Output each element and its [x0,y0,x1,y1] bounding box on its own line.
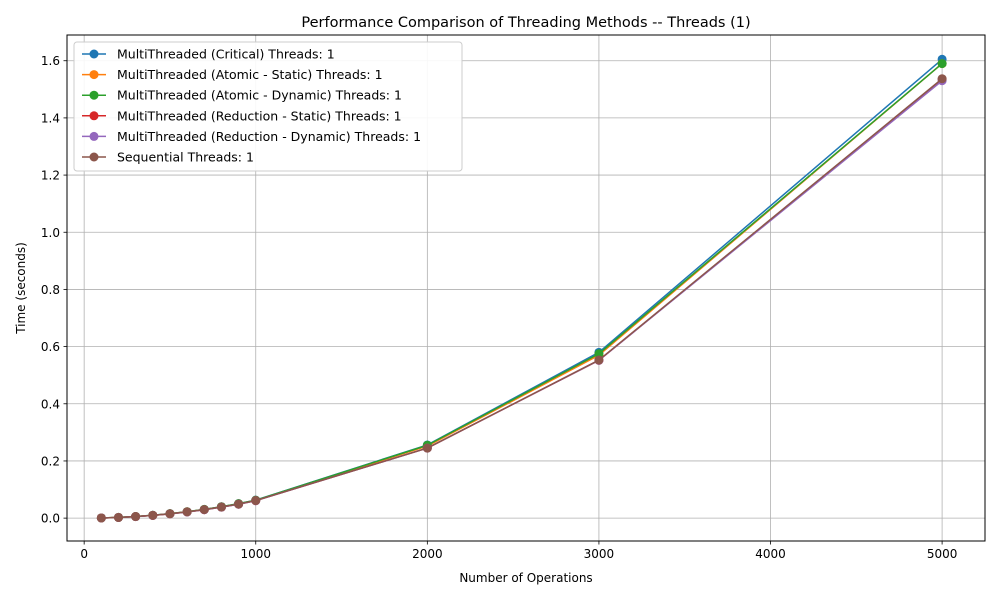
legend-marker [89,90,99,100]
y-tick-label: 1.2 [41,169,60,183]
x-tick-label: 5000 [927,547,958,561]
data-point [251,496,261,506]
data-point [234,499,244,509]
chart-title: Performance Comparison of Threading Meth… [301,15,750,31]
y-axis: 0.0 0.2 0.4 0.6 0.8 1.0 1.2 1.4 1.6 [41,54,67,526]
legend: MultiThreaded (Critical) Threads: 1 Multi… [73,41,463,172]
legend-item-3: MultiThreaded (Atomic - Dynamic) Threads… [82,88,402,103]
legend-marker [89,49,99,59]
x-tick-label: 4000 [755,547,786,561]
data-point [937,74,947,84]
legend-item-2: MultiThreaded (Atomic - Static) Threads:… [82,67,383,82]
legend-label: MultiThreaded (Atomic - Dynamic) Threads… [117,88,402,103]
x-tick-label: 1000 [240,547,271,561]
series-layer [96,54,947,523]
data-point [937,59,947,69]
legend-item-5: MultiThreaded (Reduction - Dynamic) Thre… [82,129,421,144]
legend-marker [89,70,99,80]
legend-item-6: Sequential Threads: 1 [82,150,254,165]
data-point [594,349,604,359]
legend-item-1: MultiThreaded (Critical) Threads: 1 [82,47,335,62]
legend-marker [89,111,99,121]
legend-marker [89,152,99,162]
legend-label: MultiThreaded (Reduction - Dynamic) Thre… [117,129,421,144]
legend-label: MultiThreaded (Atomic - Static) Threads:… [117,67,383,82]
data-point [422,443,432,453]
y-tick-label: 1.0 [41,226,60,240]
x-tick-label: 3000 [584,547,615,561]
data-point [165,509,175,519]
legend-label: MultiThreaded (Critical) Threads: 1 [117,47,335,62]
y-axis-label: Time (seconds) [14,242,28,335]
y-tick-label: 1.4 [41,111,60,125]
y-tick-label: 0.4 [41,397,60,411]
data-point [199,505,209,515]
legend-marker [89,131,99,141]
data-point [594,355,604,365]
data-point [216,502,226,512]
grid [67,35,985,541]
x-tick-label: 0 [80,547,88,561]
plot-frame [66,34,986,542]
data-point [113,512,123,522]
legend-label: Sequential Threads: 1 [117,150,254,165]
x-axis: 0 1000 2000 3000 4000 5000 [80,541,957,561]
y-tick-label: 1.6 [41,54,60,68]
y-tick-label: 0.8 [41,283,60,297]
y-tick-label: 0.0 [41,512,60,526]
y-tick-label: 0.6 [41,340,60,354]
y-tick-label: 0.2 [41,454,60,468]
legend-frame [73,41,463,172]
legend-item-4: MultiThreaded (Reduction - Static) Threa… [82,108,402,123]
series-6 [96,74,947,523]
x-axis-label: Number of Operations [459,571,592,585]
data-point [182,507,192,517]
x-tick-label: 2000 [412,547,443,561]
data-point [131,512,141,522]
data-point [148,510,158,520]
data-point [96,513,106,523]
legend-label: MultiThreaded (Reduction - Static) Threa… [117,108,402,123]
